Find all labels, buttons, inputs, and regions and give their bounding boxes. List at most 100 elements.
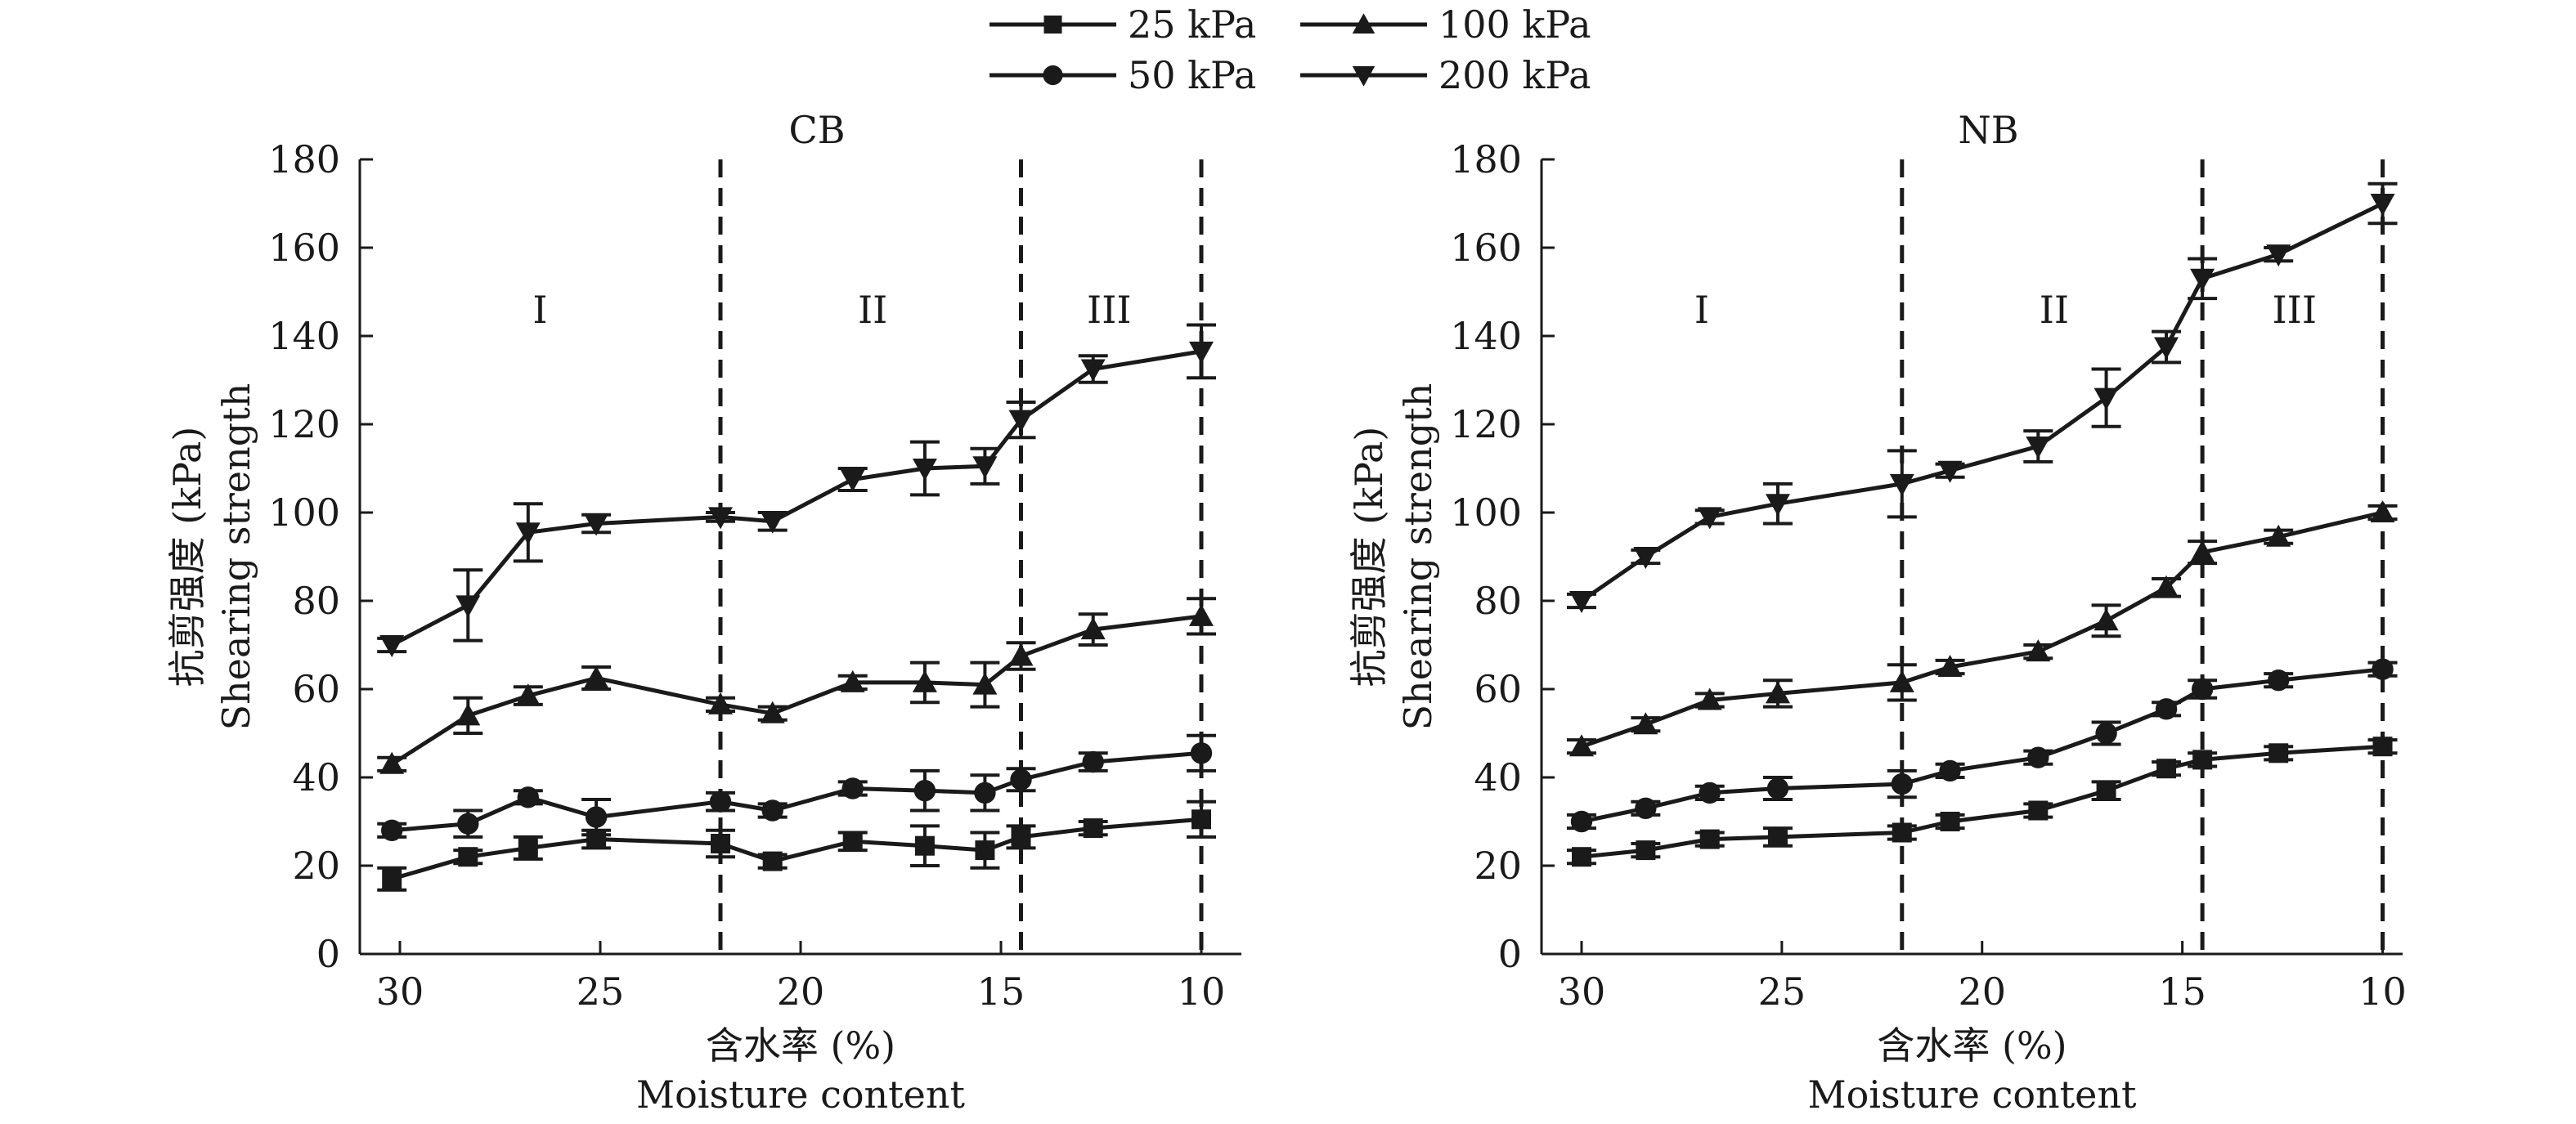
series-line-25-kpa [1581,744,2383,859]
series-50-kpa [1566,658,2398,833]
data-point-100-kpa [1568,734,1594,757]
legend-marker-100-kpa [1352,13,1376,34]
x-tick-label: 20 [1958,970,2006,1014]
data-point-25-kpa [518,838,538,858]
region-label: I [1694,288,1709,332]
x-tick-label: 30 [1558,970,1606,1014]
legend-label-200-kpa: 200 kPa [1438,53,1591,97]
data-point-200-kpa [2026,437,2051,459]
data-point-200-kpa [2154,337,2179,360]
data-point-50-kpa [2027,746,2049,768]
data-point-50-kpa [841,777,864,799]
x-tick-label: 10 [1178,970,1226,1014]
data-point-50-kpa [761,799,783,822]
y-tick-label: 0 [316,932,340,976]
data-point-50-kpa [974,781,996,804]
y-tick-label: 140 [268,314,340,358]
data-point-100-kpa [1697,687,1722,710]
y-tick-label: 80 [292,579,340,623]
y-tick-label: 160 [1450,226,1522,270]
y-tick-label: 180 [268,137,340,181]
data-point-25-kpa [975,840,995,861]
data-point-50-kpa [1699,781,1721,804]
legend-marker-200-kpa [1352,66,1376,87]
y-axis-label-cn: 抗剪强度 (kPa) [165,427,209,687]
series-200-kpa [1566,181,2398,613]
data-point-100-kpa [2026,639,2051,662]
y-axis-label-en: Shearing strength [214,383,258,731]
x-axis-label-cn: 含水率 (%) [1877,1023,2067,1068]
data-point-25-kpa [1892,822,1912,843]
region-label: III [2273,288,2318,332]
data-point-25-kpa [2372,737,2393,757]
y-tick-label: 40 [1474,755,1522,799]
data-point-25-kpa [1192,809,1211,830]
series-200-kpa [377,323,1216,657]
x-tick-label: 20 [777,970,825,1014]
series-line-200-kpa [391,349,1202,647]
data-point-100-kpa [379,751,405,774]
data-point-50-kpa [709,790,732,813]
y-tick-label: 120 [268,402,340,446]
y-tick-label: 160 [268,226,340,270]
data-point-25-kpa [1767,826,1788,847]
y-tick-label: 120 [1450,402,1522,446]
data-point-50-kpa [457,813,479,835]
y-tick-label: 0 [1498,932,1522,976]
data-point-50-kpa [913,780,936,802]
data-point-200-kpa [708,507,733,530]
data-point-25-kpa [842,831,863,852]
data-point-100-kpa [584,665,609,688]
data-point-200-kpa [1633,547,1658,569]
data-point-50-kpa [1190,742,1213,764]
data-point-200-kpa [456,595,481,618]
data-point-50-kpa [1082,750,1104,773]
data-point-25-kpa [762,851,783,871]
series-100-kpa [1566,500,2398,757]
data-point-100-kpa [515,683,541,706]
data-point-25-kpa [1083,818,1103,839]
panel-title: CB [789,108,846,152]
data-point-100-kpa [708,692,733,714]
series-line-25-kpa [391,817,1202,881]
data-point-200-kpa [2190,268,2215,291]
data-point-200-kpa [912,459,937,481]
data-point-100-kpa [2190,540,2215,562]
data-point-100-kpa [1633,712,1658,735]
data-point-25-kpa [2192,750,2213,770]
y-axis-label-en: Shearing strength [1396,383,1440,731]
data-point-200-kpa [1189,341,1214,364]
data-point-50-kpa [1635,797,1657,819]
data-point-100-kpa [840,669,865,692]
series-line-50-kpa [1581,667,2383,824]
legend-marker-25-kpa [1043,16,1062,34]
data-point-200-kpa [840,469,865,492]
data-point-50-kpa [381,819,403,841]
data-point-25-kpa [1636,840,1656,861]
series-100-kpa [377,597,1216,774]
data-point-50-kpa [2372,658,2394,680]
y-tick-label: 40 [292,755,340,799]
y-tick-label: 80 [1474,579,1522,623]
data-point-100-kpa [1189,603,1214,626]
legend-label-25-kpa: 25 kPa [1128,2,1256,47]
region-label: III [1087,288,1132,332]
data-point-100-kpa [1008,643,1034,666]
data-point-25-kpa [914,835,935,856]
y-tick-label: 20 [1474,844,1522,888]
data-point-25-kpa [711,834,730,853]
data-point-25-kpa [382,869,402,889]
data-point-100-kpa [2154,575,2179,598]
region-label: II [2040,288,2069,332]
x-axis-label-en: Moisture content [636,1073,965,1117]
data-point-200-kpa [2370,194,2395,216]
y-tick-label: 140 [1450,314,1522,358]
data-point-200-kpa [1765,494,1790,517]
data-point-50-kpa [1766,777,1789,799]
x-tick-label: 15 [2158,970,2206,1014]
data-point-200-kpa [379,635,405,657]
data-point-200-kpa [1889,473,1914,496]
